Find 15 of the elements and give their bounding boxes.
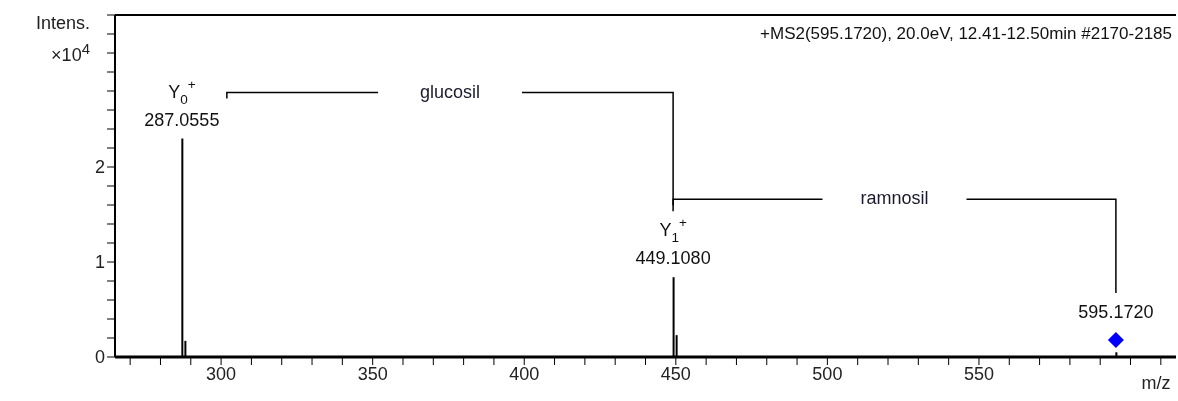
x-tick-label: 400 (509, 363, 540, 384)
y-tick-label: 0 (94, 347, 105, 368)
annotation: ramnosil (860, 187, 929, 208)
y-axis-title: Intens. ×10$^{4}$ (34, 12, 90, 67)
x-tick-label: 350 (357, 363, 388, 384)
annotation: glucosil (419, 81, 480, 102)
x-tick-label: 450 (660, 363, 691, 384)
y-tick-label: 2 (94, 157, 105, 178)
y-tick-label: 1 (94, 252, 105, 273)
x-axis-title: m/z (1141, 372, 1171, 393)
text: +MS2(595.1720), 20.0eV, 12.41-12.50min #2170-2185 (760, 24, 1172, 44)
x-tick-label: 300 (206, 363, 237, 384)
x-tick-label: 550 (963, 363, 994, 384)
x-tick-label: 500 (812, 363, 843, 384)
annotation: 595.1720 (1078, 301, 1154, 322)
